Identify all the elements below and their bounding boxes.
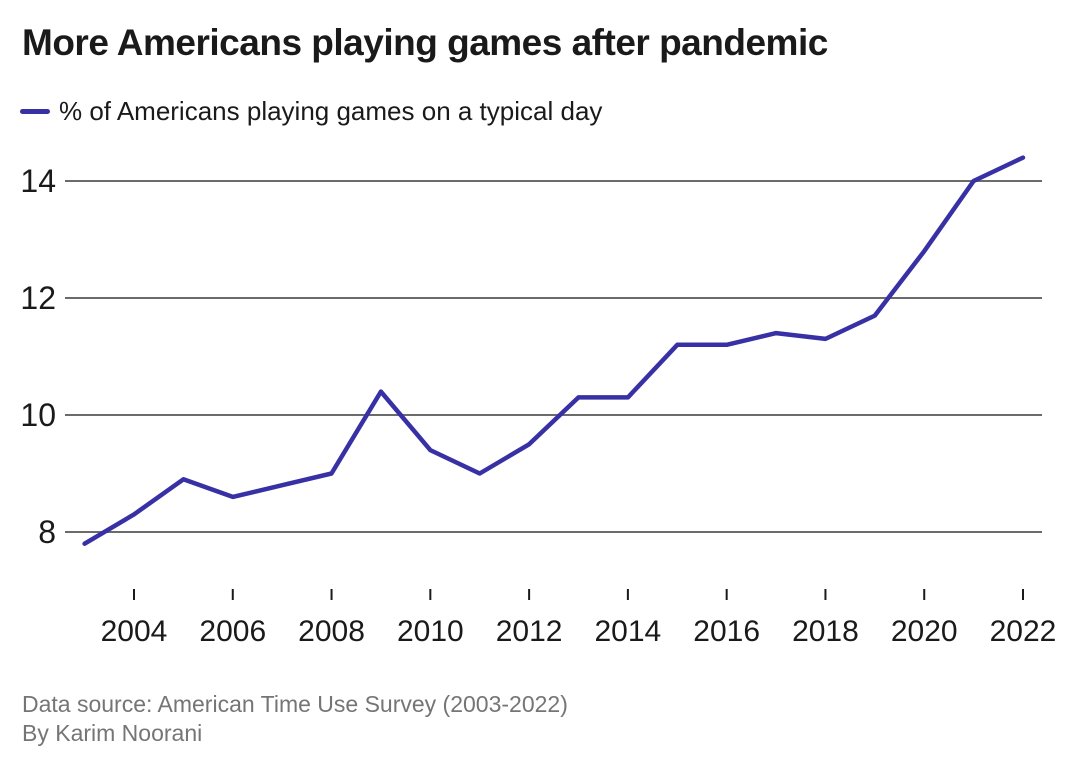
x-tick-label: 2014 [595, 615, 662, 648]
x-tick-label: 2008 [298, 615, 365, 648]
legend-label: % of Americans playing games on a typica… [59, 96, 603, 126]
data-line [82, 155, 1026, 546]
legend: % of Americans playing games on a typica… [20, 96, 602, 126]
x-tick-label: 2012 [496, 615, 563, 648]
chart-title: More Americans playing games after pande… [22, 22, 828, 63]
x-tick-label: 2018 [792, 615, 859, 648]
data-source-note: Data source: American Time Use Survey (2… [22, 691, 568, 717]
y-tick-label: 10 [20, 397, 56, 433]
y-tick-label: 12 [20, 280, 56, 316]
legend-line-swatch-icon [20, 108, 50, 114]
y-tick-label: 8 [38, 514, 56, 550]
x-tick-label: 2010 [397, 615, 464, 648]
byline: By Karim Noorani [22, 720, 203, 746]
chart-footer: Data source: American Time Use Survey (2… [22, 690, 568, 748]
y-tick-label: 14 [20, 163, 56, 199]
x-tick-label: 2004 [101, 615, 168, 648]
x-tick-label: 2016 [693, 615, 760, 648]
x-tick-label: 2020 [891, 615, 958, 648]
x-tick-label: 2022 [990, 615, 1057, 648]
x-tick-label: 2006 [199, 615, 266, 648]
